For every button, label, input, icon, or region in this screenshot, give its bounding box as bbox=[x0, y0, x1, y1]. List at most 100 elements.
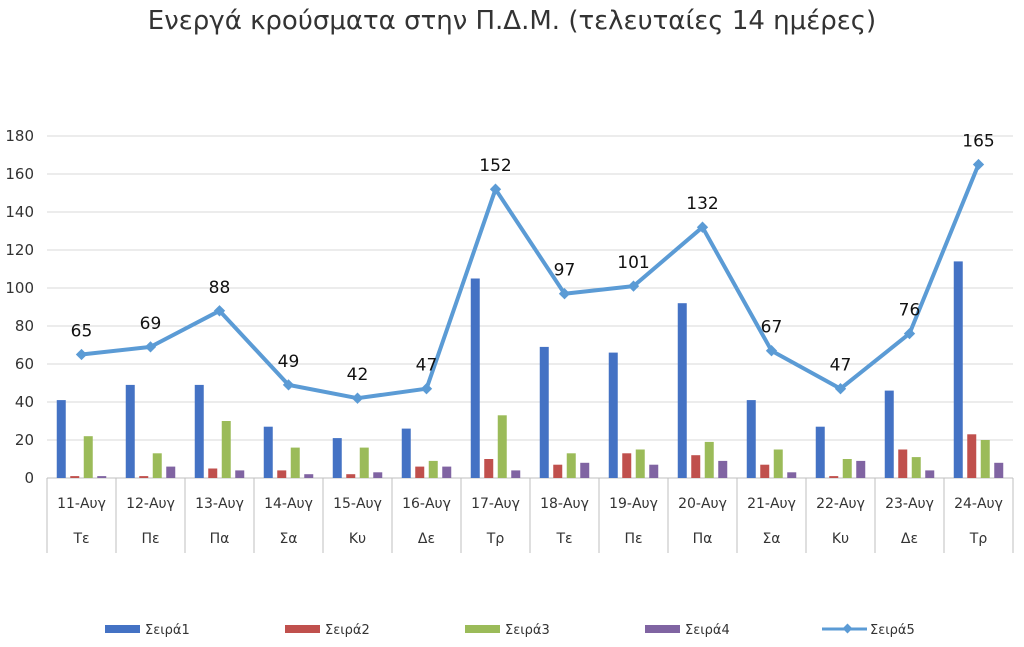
bar bbox=[442, 466, 452, 478]
legend-marker bbox=[842, 623, 853, 634]
y-tick-label: 120 bbox=[5, 241, 34, 259]
line-point bbox=[75, 348, 88, 361]
bar bbox=[856, 460, 866, 478]
line-point bbox=[903, 327, 916, 340]
bar bbox=[70, 476, 80, 478]
bar bbox=[83, 436, 93, 478]
bar bbox=[539, 346, 549, 478]
bar bbox=[415, 466, 425, 478]
bar bbox=[470, 278, 480, 478]
x-tick-label-day: Τρ bbox=[969, 531, 988, 547]
data-label: 49 bbox=[278, 352, 300, 372]
x-tick-label-day: Πε bbox=[624, 531, 642, 547]
bar bbox=[704, 441, 714, 478]
x-tick-label: 15-Αυγ bbox=[333, 496, 382, 512]
bar bbox=[194, 384, 204, 478]
bar bbox=[304, 474, 314, 478]
line-point bbox=[213, 305, 226, 317]
legend-swatch bbox=[645, 625, 680, 633]
bar bbox=[373, 472, 383, 478]
x-tick-label-day: Πα bbox=[210, 531, 230, 547]
bar bbox=[815, 426, 825, 478]
bar bbox=[263, 426, 273, 478]
legend-label: Σειρά1 bbox=[145, 623, 190, 638]
bar bbox=[884, 390, 894, 478]
data-label: 165 bbox=[962, 132, 994, 152]
x-tick-label-day: Κυ bbox=[349, 531, 366, 547]
line-point bbox=[351, 392, 364, 404]
bar bbox=[511, 470, 521, 478]
data-label: 67 bbox=[761, 318, 783, 338]
legend-label: Σειρά2 bbox=[325, 623, 370, 638]
y-tick-label: 180 bbox=[5, 127, 34, 145]
line-point bbox=[834, 383, 847, 395]
legend-label: Σειρά3 bbox=[505, 623, 550, 638]
x-tick-label-day: Κυ bbox=[832, 531, 849, 547]
bar bbox=[428, 460, 438, 478]
data-label: 69 bbox=[140, 314, 162, 334]
data-label: 65 bbox=[71, 322, 93, 342]
bar bbox=[208, 468, 218, 478]
bar bbox=[332, 438, 342, 478]
y-tick-label: 160 bbox=[5, 165, 34, 183]
bar bbox=[553, 464, 563, 478]
x-tick-label: 16-Αυγ bbox=[402, 496, 451, 512]
legend-swatch bbox=[285, 625, 320, 633]
line-point bbox=[489, 183, 502, 195]
bar bbox=[497, 415, 507, 478]
bar bbox=[277, 470, 287, 478]
bar bbox=[649, 464, 659, 478]
bar bbox=[622, 453, 632, 478]
x-tick-label-day: Τε bbox=[72, 531, 89, 547]
series-line bbox=[81, 163, 981, 401]
x-tick-label: 24-Αυγ bbox=[954, 496, 1003, 512]
x-tick-label-day: Δε bbox=[418, 531, 435, 547]
bar bbox=[967, 434, 977, 478]
line-point bbox=[420, 383, 433, 395]
bar bbox=[97, 476, 107, 478]
bar bbox=[290, 447, 300, 478]
line-point bbox=[627, 280, 640, 292]
bar bbox=[401, 428, 411, 478]
x-tick-label: 21-Αυγ bbox=[747, 496, 796, 512]
chart-title: Ενεργά κρούσματα στην Π.Δ.Μ. (τελευταίες… bbox=[147, 6, 877, 36]
x-tick-label-day: Τρ bbox=[486, 531, 505, 547]
bar bbox=[152, 453, 162, 478]
bar bbox=[773, 449, 783, 478]
bar bbox=[911, 457, 921, 478]
bar bbox=[359, 447, 369, 478]
bar bbox=[760, 464, 770, 478]
x-tick-label-day: Δε bbox=[901, 531, 918, 547]
bar bbox=[566, 453, 576, 478]
x-tick-label: 18-Αυγ bbox=[540, 496, 589, 512]
y-tick-label: 80 bbox=[15, 317, 34, 335]
line-point bbox=[282, 379, 295, 391]
x-tick-label-day: Τε bbox=[555, 531, 572, 547]
line-point bbox=[765, 345, 778, 357]
x-tick-label: 20-Αυγ bbox=[678, 496, 727, 512]
data-label: 47 bbox=[416, 356, 438, 376]
bar bbox=[677, 303, 687, 478]
x-tick-label: 11-Αυγ bbox=[57, 496, 106, 512]
x-tick-label: 13-Αυγ bbox=[195, 496, 244, 512]
bar bbox=[484, 459, 494, 478]
x-tick-label: 12-Αυγ bbox=[126, 496, 175, 512]
x-tick-label: 19-Αυγ bbox=[609, 496, 658, 512]
line-point bbox=[696, 221, 709, 233]
line-point bbox=[558, 288, 571, 300]
data-label: 101 bbox=[617, 253, 649, 273]
y-tick-label: 0 bbox=[24, 469, 34, 487]
x-tick-label-day: Πε bbox=[141, 531, 159, 547]
y-tick-label: 20 bbox=[15, 431, 34, 449]
bar bbox=[746, 400, 756, 478]
data-label: 42 bbox=[347, 365, 369, 385]
line-point bbox=[972, 158, 985, 171]
legend-label: Σειρά5 bbox=[870, 623, 915, 638]
data-label: 88 bbox=[209, 278, 231, 298]
bar bbox=[580, 462, 590, 478]
x-tick-label: 14-Αυγ bbox=[264, 496, 313, 512]
bar bbox=[125, 384, 135, 478]
bar bbox=[221, 421, 231, 478]
y-tick-label: 60 bbox=[15, 355, 34, 373]
